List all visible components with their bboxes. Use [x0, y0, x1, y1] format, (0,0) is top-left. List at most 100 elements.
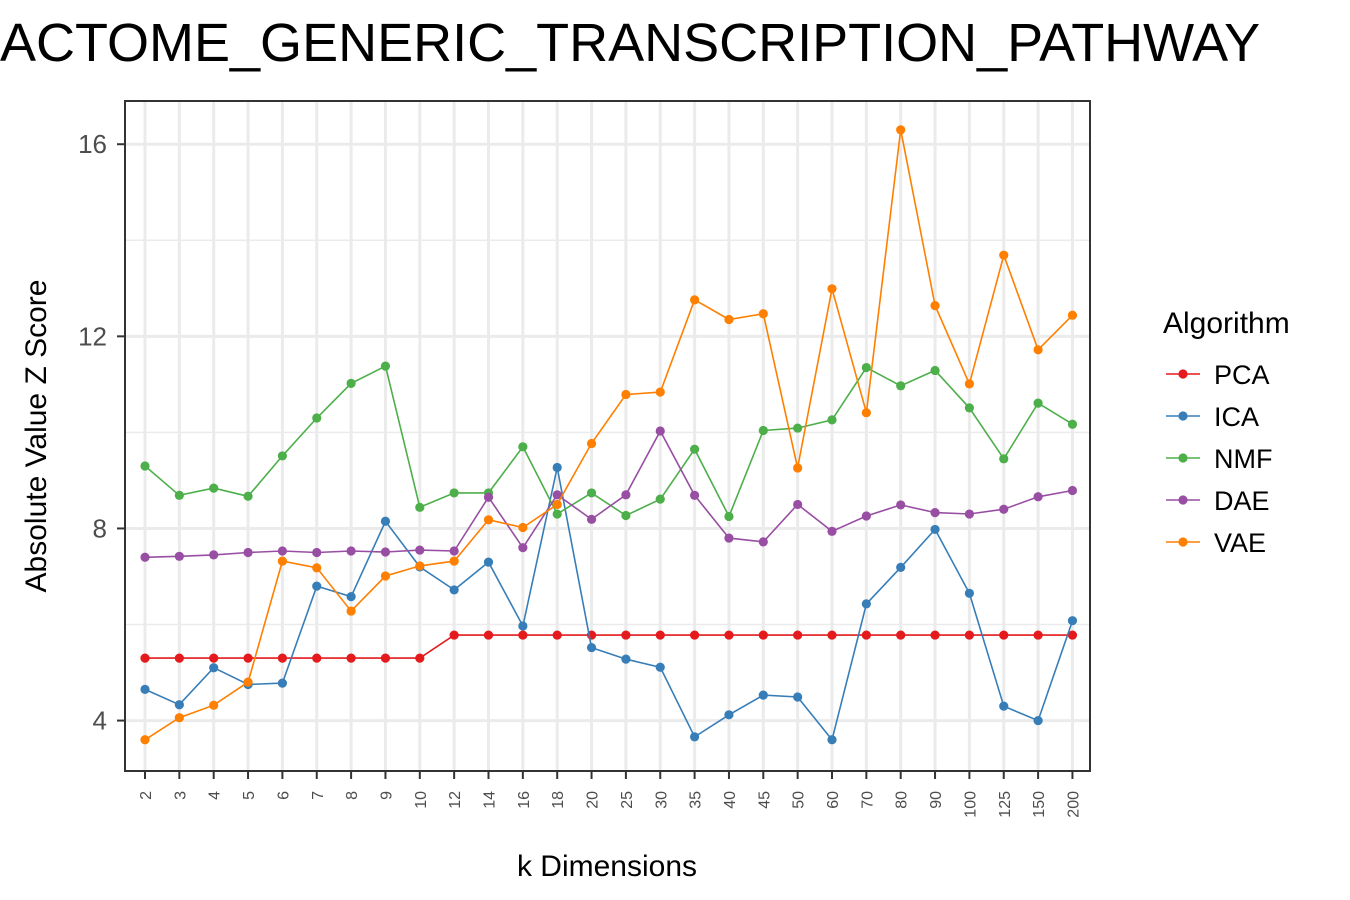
- x-tick-label: 125: [997, 791, 1014, 818]
- data-point-pca: [1067, 630, 1078, 640]
- series-nmf: [140, 361, 1078, 522]
- data-point-dae: [140, 552, 150, 562]
- data-point-pca: [861, 630, 871, 640]
- data-point-nmf: [758, 425, 768, 436]
- data-point-dae: [518, 543, 528, 553]
- data-point-vae: [415, 561, 425, 571]
- series-ica: [140, 462, 1078, 745]
- data-point-dae: [346, 546, 356, 556]
- data-point-vae: [964, 379, 975, 389]
- data-point-nmf: [827, 415, 837, 425]
- data-point-vae: [518, 522, 528, 533]
- legend-label-pca: PCA: [1214, 360, 1270, 390]
- data-point-nmf: [346, 378, 356, 389]
- legend-key-point-nmf: [1178, 453, 1188, 463]
- legend-key-point-pca: [1178, 369, 1188, 379]
- data-point-dae: [930, 508, 940, 518]
- data-point-nmf: [174, 490, 184, 500]
- data-point-vae: [346, 606, 356, 616]
- data-point-pca: [690, 630, 700, 640]
- x-tick-label: 60: [825, 791, 842, 809]
- legend-label-dae: DAE: [1214, 486, 1270, 516]
- legend-item-ica: ICA: [1166, 402, 1259, 432]
- data-point-ica: [861, 599, 871, 609]
- data-point-pca: [174, 653, 184, 663]
- data-point-nmf: [964, 403, 975, 413]
- data-point-pca: [930, 630, 940, 640]
- x-axis-ticks: 2 3 4 5 6 7 8 9 10 12 14 16 18 20 25 30 35 40 45 50 60 70 80 90…: [138, 771, 1082, 818]
- series-dae: [140, 426, 1078, 562]
- y-tick-label: 4: [93, 706, 107, 736]
- data-point-dae: [827, 526, 837, 536]
- data-point-pca: [621, 630, 631, 640]
- data-point-ica: [793, 692, 803, 702]
- data-point-ica: [1033, 715, 1043, 726]
- data-point-pca: [999, 630, 1009, 640]
- data-point-nmf: [655, 494, 665, 504]
- x-tick-label: 16: [516, 791, 533, 809]
- data-point-pca: [793, 630, 803, 640]
- x-tick-label: 6: [275, 791, 292, 800]
- data-point-ica: [140, 684, 150, 694]
- legend-label-nmf: NMF: [1214, 444, 1272, 474]
- data-point-pca: [140, 653, 150, 663]
- data-point-vae: [861, 408, 871, 418]
- data-point-vae: [1067, 310, 1078, 320]
- chart-title: ACTOME_GENERIC_TRANSCRIPTION_PATHWAY: [0, 13, 1261, 73]
- y-tick-label: 16: [78, 129, 107, 159]
- x-tick-label: 18: [550, 791, 567, 809]
- series-vae: [140, 125, 1078, 745]
- data-point-ica: [346, 592, 356, 602]
- data-point-dae: [793, 499, 803, 510]
- data-point-vae: [552, 499, 562, 510]
- data-point-nmf: [277, 451, 287, 461]
- x-tick-label: 70: [859, 791, 876, 809]
- series-line-dae: [144, 429, 1073, 559]
- data-point-dae: [1067, 485, 1078, 496]
- data-point-vae: [380, 571, 391, 581]
- data-point-dae: [312, 547, 322, 558]
- data-point-dae: [415, 545, 425, 555]
- x-tick-label: 150: [1031, 791, 1048, 818]
- x-tick-label: 4: [207, 791, 224, 800]
- series-line-pca: [145, 634, 1073, 659]
- data-point-dae: [209, 550, 219, 560]
- data-point-vae: [690, 295, 700, 305]
- data-point-dae: [896, 500, 906, 510]
- x-tick-label: 90: [928, 791, 945, 809]
- data-point-nmf: [518, 442, 528, 452]
- data-point-pca: [380, 653, 391, 663]
- data-point-ica: [964, 588, 975, 598]
- legend-key-point-dae: [1178, 495, 1188, 505]
- data-point-vae: [896, 125, 906, 135]
- series-pca: [140, 630, 1078, 663]
- data-point-ica: [724, 710, 734, 720]
- data-point-ica: [827, 735, 837, 745]
- data-point-dae: [964, 509, 975, 519]
- data-point-pca: [243, 653, 253, 663]
- x-axis-title: k Dimensions: [517, 850, 697, 883]
- legend-item-vae: VAE: [1166, 528, 1266, 558]
- x-tick-label: 5: [241, 791, 258, 800]
- x-tick-label: 12: [447, 791, 464, 809]
- data-point-dae: [861, 511, 871, 521]
- data-point-dae: [277, 546, 287, 556]
- data-point-ica: [277, 678, 287, 688]
- data-point-vae: [174, 713, 184, 723]
- data-point-vae: [1033, 345, 1043, 355]
- data-point-vae: [586, 438, 597, 449]
- data-point-nmf: [209, 483, 219, 493]
- data-point-nmf: [861, 362, 871, 373]
- data-point-nmf: [690, 444, 700, 454]
- data-point-vae: [277, 556, 287, 566]
- series-layer: [140, 125, 1078, 745]
- data-point-pca: [827, 630, 837, 640]
- legend-label-vae: VAE: [1214, 528, 1266, 558]
- data-point-ica: [930, 524, 940, 535]
- x-tick-label: 14: [482, 791, 499, 809]
- data-point-ica: [896, 562, 906, 572]
- data-point-ica: [209, 663, 219, 673]
- data-point-ica: [380, 516, 391, 526]
- data-point-dae: [174, 551, 184, 561]
